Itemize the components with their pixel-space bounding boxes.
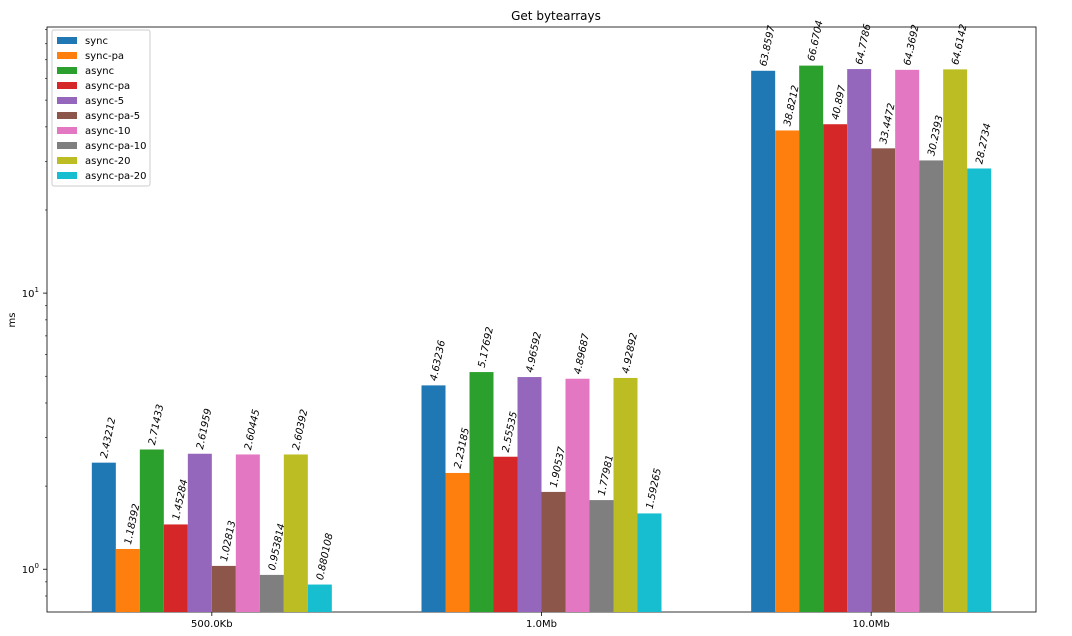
legend-label: async-pa (85, 81, 130, 92)
data-label: 64.7786 (854, 23, 873, 66)
chart-title: Get bytearrays (511, 9, 601, 23)
data-label: 4.89687 (573, 332, 592, 375)
bar (637, 513, 662, 612)
data-label: 40.897 (830, 84, 848, 121)
data-label: 0.880108 (315, 532, 336, 581)
bar (187, 453, 212, 612)
data-label: 4.63236 (429, 339, 448, 382)
bar (823, 124, 848, 612)
bar (139, 449, 164, 612)
bar (493, 456, 518, 612)
bar (445, 472, 470, 612)
legend-swatch (57, 172, 77, 179)
legend-label: async (85, 66, 114, 77)
data-label: 33.4472 (878, 102, 897, 145)
legend-label: async-20 (85, 156, 130, 167)
y-tick-label: 100 (22, 562, 39, 576)
data-label: 2.23185 (453, 427, 472, 470)
data-label: 38.8212 (782, 84, 801, 127)
legend-label: async-pa-20 (85, 171, 147, 182)
bar (613, 377, 638, 612)
data-label: 64.3692 (902, 24, 921, 67)
data-label: 2.60445 (243, 408, 262, 451)
y-tick-label: 101 (22, 286, 39, 300)
data-label: 5.17692 (477, 326, 496, 369)
data-label: 1.59265 (645, 467, 664, 510)
bar (847, 69, 872, 613)
data-label: 1.45284 (171, 478, 190, 521)
bar (211, 565, 236, 612)
bar (469, 372, 494, 612)
bar (943, 69, 968, 612)
data-label: 28.2734 (974, 122, 993, 165)
bar (163, 524, 188, 612)
bar (517, 377, 542, 612)
legend-swatch (57, 127, 77, 134)
x-tick-label: 500.0Kb (191, 619, 233, 630)
bar (751, 70, 776, 613)
legend-swatch (57, 82, 77, 89)
data-label: 64.6142 (950, 23, 969, 66)
legend-label: async-10 (85, 126, 130, 137)
legend-label: sync (85, 36, 108, 47)
data-label: 66.6704 (806, 19, 825, 62)
legend-swatch (57, 97, 77, 104)
legend-swatch (57, 67, 77, 74)
bar (589, 500, 614, 612)
bar (91, 462, 116, 612)
data-label: 2.71433 (147, 403, 166, 446)
bar (541, 491, 566, 612)
data-label: 1.77981 (597, 454, 616, 497)
bar (775, 130, 800, 612)
bar (895, 69, 920, 612)
legend-swatch (57, 112, 77, 119)
data-label: 4.96592 (525, 331, 544, 374)
legend-swatch (57, 157, 77, 164)
bar (115, 548, 140, 612)
data-label: 30.2393 (926, 114, 945, 157)
data-label: 63.8597 (758, 24, 777, 67)
legend-swatch (57, 142, 77, 149)
legend-swatch (57, 37, 77, 44)
bar (421, 385, 446, 612)
legend-swatch (57, 52, 77, 59)
data-label: 1.90537 (549, 445, 568, 488)
y-axis-label: ms (7, 313, 18, 328)
bar (235, 454, 260, 612)
bar (307, 584, 332, 612)
bar (259, 574, 284, 612)
data-label: 4.92892 (621, 332, 640, 375)
x-tick-label: 1.0Mb (526, 619, 557, 630)
legend: sync sync-pa async async-pa async-5 async-pa-… (51, 29, 151, 187)
legend-label: async-pa-5 (85, 111, 140, 122)
bar (871, 148, 896, 612)
x-tick-label: 10.0Mb (853, 619, 890, 630)
data-label: 2.60392 (291, 408, 310, 451)
data-label: 2.55535 (501, 411, 520, 454)
bar (967, 168, 992, 613)
plot-area: 500.0Kb 1.0Mb 10.0Mb 100 101 2.43212 4.63236 63… (22, 19, 1037, 630)
bar (283, 454, 308, 612)
legend-label: async-pa-10 (85, 141, 147, 152)
data-label: 2.43212 (99, 417, 118, 460)
data-label: 1.18392 (123, 503, 142, 546)
legend-label: sync-pa (85, 51, 124, 62)
bar (799, 65, 824, 613)
bar (565, 378, 590, 612)
bar (919, 160, 944, 613)
data-label: 1.02813 (219, 520, 238, 563)
legend-label: async-5 (85, 96, 124, 107)
data-label: 2.61959 (195, 408, 214, 451)
